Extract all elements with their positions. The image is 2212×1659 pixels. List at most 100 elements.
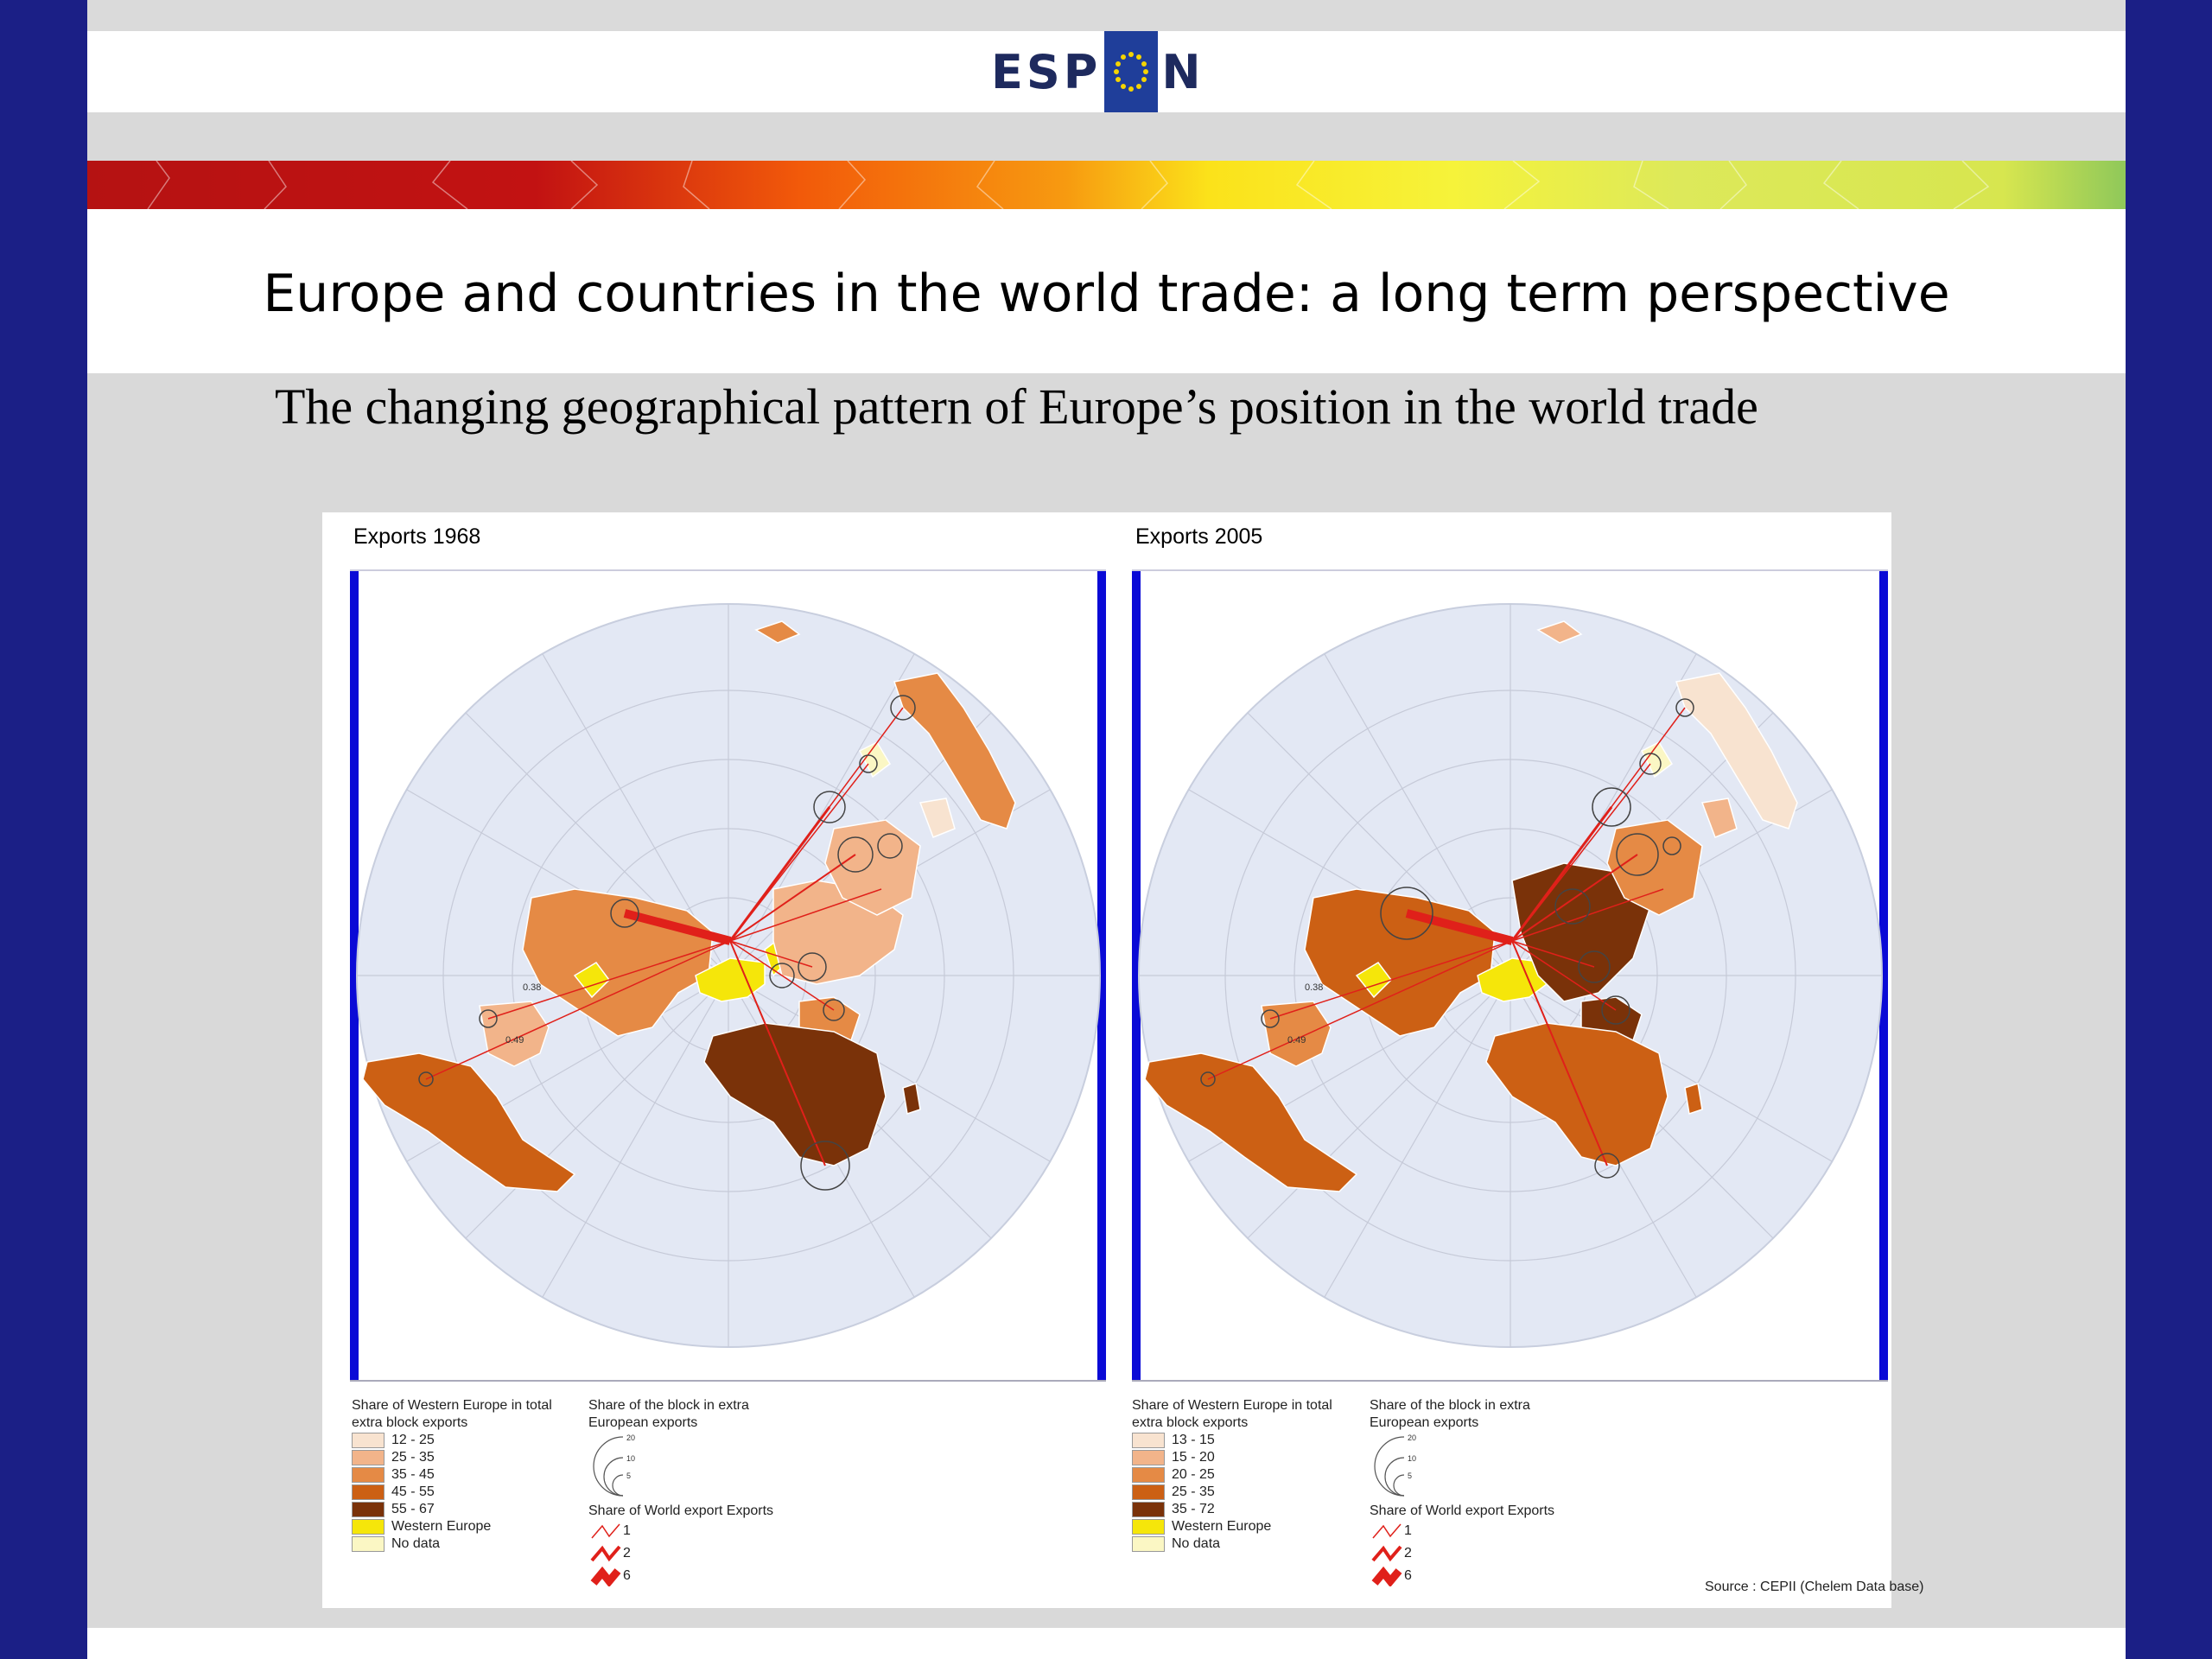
flow-scale-label: 6	[623, 1568, 631, 1583]
flow-scale-icon	[590, 1545, 621, 1562]
flow-scale-icon	[591, 1523, 620, 1539]
flow-label: 0.38	[1305, 982, 1323, 993]
circle-scale-icon: 20 10 5	[593, 1433, 635, 1497]
flow-scale-icon	[1371, 1545, 1402, 1562]
legend-class-label: 35 - 72	[1172, 1502, 1215, 1516]
legend-row: 55 - 67	[352, 1501, 576, 1518]
flow-scale-label: 1	[623, 1523, 631, 1538]
legend-row: 13 - 15	[1132, 1432, 1357, 1449]
legend-row: 45 - 55	[352, 1484, 576, 1501]
scale-label: 5	[626, 1471, 631, 1480]
legend-class-label: Western Europe	[1172, 1519, 1272, 1534]
legend-class-label: 45 - 55	[391, 1484, 435, 1499]
map-2-label: Exports 2005	[1135, 524, 1263, 549]
legend-row: 1	[588, 1520, 813, 1542]
legend-title: Share of Western Europe in total extra b…	[1132, 1398, 1332, 1430]
flow-scale-label: 2	[1404, 1546, 1412, 1560]
legend-swatch	[352, 1467, 385, 1483]
slide-subtitle: The changing geographical pattern of Eur…	[275, 378, 1758, 435]
legend-row: Western Europe	[1132, 1518, 1357, 1535]
flow-label: 0.49	[505, 1035, 524, 1046]
legend-class-label: 20 - 25	[1172, 1467, 1215, 1482]
map-2-exports-2005: 0.38 0.49	[1132, 569, 1888, 1382]
legend-swatch	[352, 1433, 385, 1448]
legend-row: 2	[588, 1542, 813, 1565]
map-1-block-legend: Share of the block in extra European exp…	[588, 1397, 813, 1587]
legend-class-label: No data	[391, 1536, 441, 1551]
legend-row: 35 - 45	[352, 1466, 576, 1484]
legend-swatch	[1132, 1484, 1165, 1500]
title-bar: Europe and countries in the world trade:…	[87, 209, 2126, 373]
map-2-share-legend: Share of Western Europe in total extra b…	[1132, 1397, 1357, 1553]
legend-row: 6	[1370, 1565, 1594, 1587]
legend-swatch	[1132, 1502, 1165, 1517]
legend-row: Western Europe	[352, 1518, 576, 1535]
legend-row: 15 - 20	[1132, 1449, 1357, 1466]
legend-swatch	[1132, 1450, 1165, 1465]
flow-scale-icon	[1372, 1523, 1402, 1539]
map-1-exports-1968: 0.38 0.49	[350, 569, 1106, 1382]
flow-scale-icon	[1371, 1566, 1402, 1586]
flow-label: 0.49	[1287, 1035, 1306, 1046]
legend-title: Share of the block in extra European exp…	[588, 1398, 749, 1430]
flow-scale-label: 6	[1404, 1568, 1412, 1583]
scale-label: 10	[1408, 1454, 1416, 1463]
logo-bar: ESP N	[87, 31, 2126, 112]
espon-logo: ESP N	[991, 31, 1205, 112]
legend-swatch	[1132, 1519, 1165, 1535]
legend-class-label: 55 - 67	[391, 1502, 435, 1516]
slide-title: Europe and countries in the world trade:…	[263, 264, 1950, 324]
legend-swatch	[1132, 1433, 1165, 1448]
legend-row: 20 - 25	[1132, 1466, 1357, 1484]
legend-class-label: 12 - 25	[391, 1433, 435, 1447]
legend-title: Share of World export Exports	[1370, 1503, 1555, 1518]
legend-row: 1	[1370, 1520, 1594, 1542]
legend-class-label: 25 - 35	[1172, 1484, 1215, 1499]
scale-label: 20	[626, 1433, 635, 1442]
legend-row: 2	[1370, 1542, 1594, 1565]
legend-swatch	[352, 1519, 385, 1535]
legend-swatch	[352, 1450, 385, 1465]
legend-row: 12 - 25	[352, 1432, 576, 1449]
scale-label: 5	[1408, 1471, 1412, 1480]
map-2-block-legend: Share of the block in extra European exp…	[1370, 1397, 1594, 1587]
logo-text-right: N	[1161, 44, 1205, 99]
legend-class-label: No data	[1172, 1536, 1221, 1551]
legend-row: 6	[588, 1565, 813, 1587]
legend-swatch	[1132, 1467, 1165, 1483]
legend-title: Share of World export Exports	[588, 1503, 774, 1518]
top-strip	[87, 0, 2126, 31]
legend-class-label: 25 - 35	[391, 1450, 435, 1465]
map-1-share-legend: Share of Western Europe in total extra b…	[352, 1397, 576, 1553]
flow-scale-label: 2	[623, 1546, 631, 1560]
legend-title: Share of the block in extra European exp…	[1370, 1398, 1530, 1430]
decorative-map-band	[87, 161, 2126, 209]
bottom-strip	[87, 1628, 2126, 1659]
logo-text-left: ESP	[991, 44, 1102, 99]
legend-title: Share of Western Europe in total extra b…	[352, 1398, 552, 1430]
flow-scale-icon	[590, 1566, 621, 1586]
legend-swatch	[352, 1502, 385, 1517]
legend-class-label: 15 - 20	[1172, 1450, 1215, 1465]
legend-class-label: Western Europe	[391, 1519, 492, 1534]
legend-swatch	[352, 1536, 385, 1552]
flow-scale-label: 1	[1404, 1523, 1412, 1538]
legend-row: No data	[352, 1535, 576, 1553]
eu-stars-icon	[1104, 31, 1159, 112]
legend-swatch	[1132, 1536, 1165, 1552]
legend-row: 35 - 72	[1132, 1501, 1357, 1518]
circle-scale-icon: 20 10 5	[1374, 1433, 1416, 1497]
scale-label: 10	[626, 1454, 635, 1463]
maps-figure: Exports 1968	[322, 512, 1924, 1608]
legend-row: No data	[1132, 1535, 1357, 1553]
legend-swatch	[352, 1484, 385, 1500]
scale-label: 20	[1408, 1433, 1416, 1442]
slide: ESP N	[87, 0, 2126, 1659]
flow-label: 0.38	[523, 982, 541, 993]
legend-row: 25 - 35	[1132, 1484, 1357, 1501]
legend-class-label: 13 - 15	[1172, 1433, 1215, 1447]
legend-row: 25 - 35	[352, 1449, 576, 1466]
source-note: Source : CEPII (Chelem Data base)	[1705, 1580, 1924, 1594]
legend-class-label: 35 - 45	[391, 1467, 435, 1482]
map-1-label: Exports 1968	[353, 524, 481, 549]
